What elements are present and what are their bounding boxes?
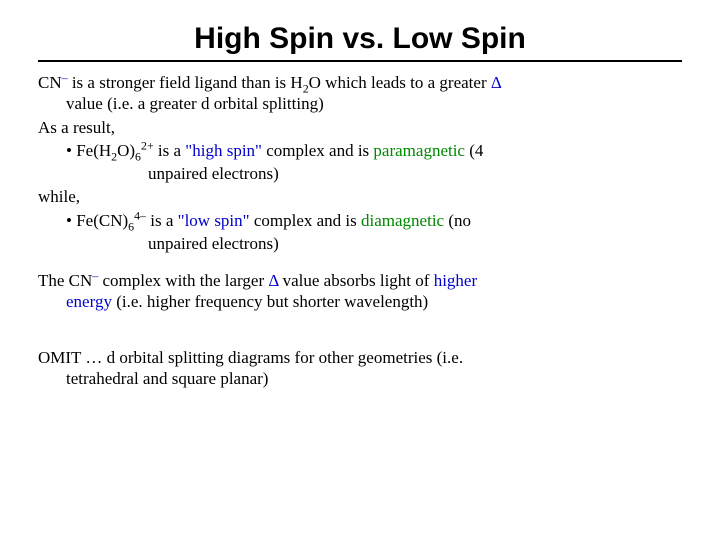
slide-title: High Spin vs. Low Spin [38,22,682,56]
text-frag: is a [154,141,186,160]
high-spin-term: "high spin" [185,141,262,160]
text-frag: (i.e. higher frequency but shorter wavel… [112,292,428,311]
text-frag: (4 [465,141,483,160]
text-frag: value absorbs light of [278,271,433,290]
text-frag: is a [146,211,178,230]
text-frag: O) [117,141,135,160]
text-frag: OMIT … d orbital splitting diagrams for … [38,348,463,367]
text-frag: is a stronger field ligand than is H [68,73,303,92]
text-frag: • Fe(CN) [66,211,128,230]
bullet-low-spin: • Fe(CN)64– is a "low spin" complex and … [38,210,682,231]
higher-energy-b: energy [66,292,112,311]
bullet-high-spin: • Fe(H2O)62+ is a "high spin" complex an… [38,140,682,161]
spacer [38,315,682,347]
bullet-high-spin-cont: unpaired electrons) [38,163,682,184]
line-as-a-result: As a result, [38,117,682,138]
delta-symbol: Δ [268,271,278,290]
text-frag: The CN [38,271,92,290]
text-frag: O which leads to a greater [309,73,491,92]
low-spin-term: "low spin" [178,211,250,230]
text-frag: complex with the larger [98,271,268,290]
text-frag: complex and is [262,141,373,160]
line-omit: OMIT … d orbital splitting diagrams for … [38,347,682,390]
superscript-2plus: 2+ [141,138,154,152]
slide-content: CN– is a stronger field ligand than is H… [38,72,682,389]
spacer [38,256,682,270]
line-cn-stronger: CN– is a stronger field ligand than is H… [38,72,682,115]
paramagnetic-term: paramagnetic [373,141,465,160]
text-frag: tetrahedral and square planar) [66,369,268,388]
text-frag: • Fe(H [66,141,111,160]
diamagnetic-term: diamagnetic [361,211,444,230]
higher-energy-a: higher [434,271,477,290]
delta-symbol: Δ [491,73,502,92]
text-frag: (no [444,211,471,230]
line-cn-complex: The CN– complex with the larger Δ value … [38,270,682,313]
slide: High Spin vs. Low Spin CN– is a stronger… [0,0,720,389]
text-frag: CN [38,73,62,92]
text-frag: complex and is [250,211,361,230]
bullet-low-spin-cont: unpaired electrons) [38,233,682,254]
superscript-4minus: 4– [134,208,146,222]
title-rule [38,60,682,62]
text-frag: value (i.e. a greater d orbital splittin… [66,94,324,113]
line-while: while, [38,186,682,207]
